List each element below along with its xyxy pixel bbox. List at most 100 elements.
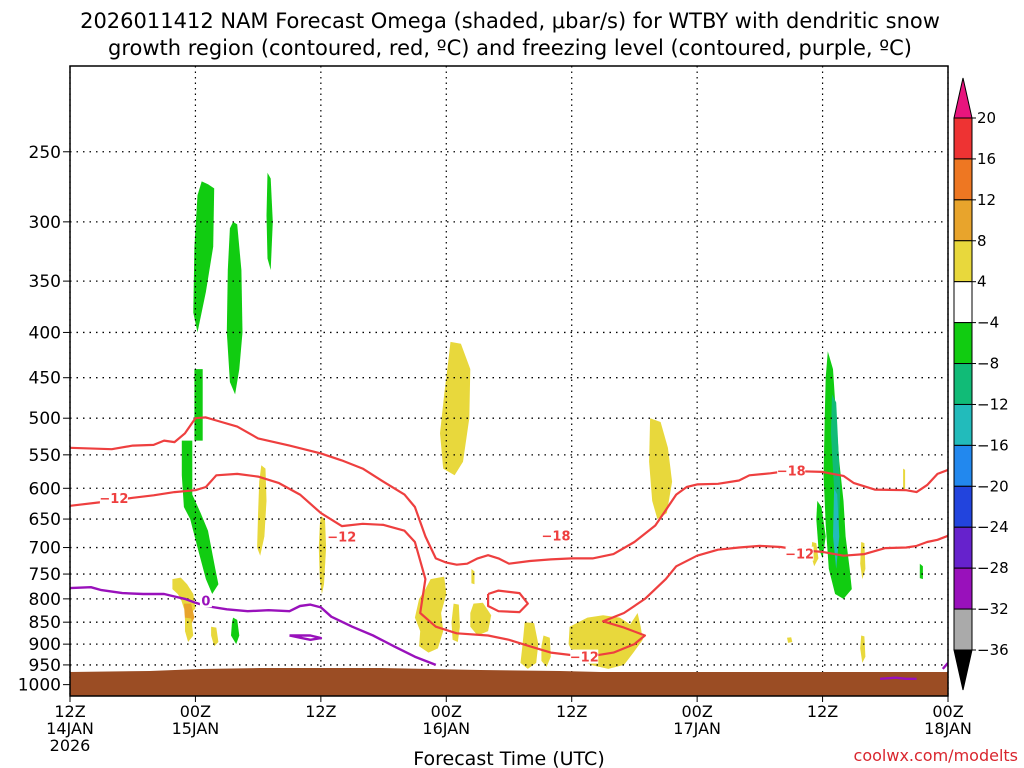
colorbar-box-8 [953, 444, 973, 487]
ytick-label-900: 900 [29, 635, 61, 655]
omega-region-4 [181, 440, 219, 594]
omega-region-14 [211, 626, 219, 647]
contour-labels: −12 −12 −18 −12 −18 −12 0 [99, 463, 814, 666]
colorbar-label-6: −8 [977, 355, 999, 373]
xtick-label-4-0: 12Z [556, 702, 587, 721]
xtick-label-1-1: 15JAN [172, 719, 220, 738]
contour-label-bg-2 [542, 528, 571, 543]
contour-label-1: −12 [327, 531, 356, 546]
colorbar-box-4 [953, 281, 973, 324]
x-axis-label: Forecast Time (UTC) [413, 748, 604, 768]
xtick-label-3-0: 00Z [431, 702, 462, 721]
colorbar-label-2: 12 [977, 191, 996, 209]
contour-label-3: −12 [570, 651, 599, 666]
colorbar-label-11: −28 [977, 559, 1009, 577]
contour-label-6: 0 [201, 594, 210, 609]
omega-region-5 [231, 617, 240, 645]
ytick-label-400: 400 [29, 323, 61, 343]
colorbar-box-1 [953, 158, 973, 201]
colorbar-box-6 [953, 363, 973, 405]
colorbar-box-9 [953, 485, 973, 528]
omega-region-20 [471, 568, 475, 585]
colorbar-label-3: 8 [977, 232, 987, 250]
omega-region-27 [860, 542, 866, 580]
freezing-level-contour [70, 586, 437, 667]
ytick-label-850: 850 [29, 613, 61, 633]
colorbar-label-8: −16 [977, 436, 1009, 454]
contour-label-4: −18 [777, 464, 806, 479]
omega-region-9 [833, 488, 840, 569]
xtick-label-5-1: 17JAN [673, 719, 721, 738]
ytick-label-550: 550 [29, 446, 61, 466]
omega-region-28 [860, 635, 866, 663]
freezing-level-edge [941, 662, 948, 670]
colorbar-box-2 [953, 199, 973, 242]
colorbar-label-10: −24 [977, 518, 1009, 536]
omega-region-8 [830, 394, 841, 537]
colorbar-box-7 [953, 403, 973, 446]
colorbar-box-10 [953, 526, 973, 569]
colorbar-box-0 [953, 117, 973, 160]
colorbar-box-12 [953, 608, 973, 651]
colorbar-label-4: 4 [977, 273, 987, 291]
ytick-label-450: 450 [29, 369, 61, 389]
colorbar-label-0: 20 [977, 109, 996, 127]
contour-label-bg-6 [199, 593, 212, 608]
contour-label-5: −12 [785, 548, 814, 563]
dgz-contour-loop [487, 589, 529, 614]
ytick-label-600: 600 [29, 479, 61, 499]
freezing-level-right [880, 676, 917, 680]
xtick-label-0-1: 14JAN [46, 719, 94, 738]
xtick-label-0-0: 12Z [54, 702, 85, 721]
colorbar-label-9: −20 [977, 477, 1009, 495]
omega-colorbar: 20 16 12 8 4 −4 −8 −12 −16 −20 −24 −28 −32 −36 [953, 77, 1009, 691]
contour-label-bg-3 [570, 649, 599, 664]
colorbar-label-12: −32 [977, 600, 1009, 618]
omega-region-17 [440, 341, 471, 476]
colorbar-label-7: −12 [977, 395, 1009, 413]
ytick-label-250: 250 [29, 143, 61, 163]
ytick-label-500: 500 [29, 409, 61, 429]
colorbar-box-5 [953, 322, 973, 365]
ytick-label-650: 650 [29, 510, 61, 530]
omega-region-29 [903, 468, 906, 492]
omega-region-1 [226, 221, 243, 395]
omega-region-21 [470, 602, 492, 636]
omega-region-13 [185, 617, 194, 642]
ytick-label-750: 750 [29, 565, 61, 585]
colorbar-label-13: −36 [977, 641, 1009, 659]
xtick-label-7-0: 00Z [932, 702, 963, 721]
xtick-label-0-2: 2026 [50, 736, 91, 755]
xtick-label-2-0: 12Z [305, 702, 336, 721]
y-axis-pressure: 2503003504004505005506006507007508008509… [18, 143, 70, 696]
ytick-label-950: 950 [29, 656, 61, 676]
chart-title-line1: 2026011412 NAM Forecast Omega (shaded, μ… [80, 9, 940, 33]
omega-region-3 [194, 369, 203, 441]
omega-region-0 [193, 181, 215, 333]
ground-top-edge [70, 668, 948, 696]
xtick-label-5-0: 00Z [681, 702, 712, 721]
omega-region-10 [919, 563, 923, 580]
plot-frame [69, 65, 949, 697]
contour-label-bg-4 [777, 463, 806, 478]
omega-region-30 [787, 637, 793, 643]
colorbar-box-11 [953, 567, 973, 610]
omega-region-25 [649, 418, 673, 520]
omega-region-2 [266, 172, 273, 270]
contour-label-0: −12 [99, 492, 128, 507]
xtick-label-3-1: 16JAN [422, 719, 470, 738]
colorbar-top-triangle [953, 77, 973, 119]
freezing-level-blob [289, 634, 323, 641]
contour-label-bg-1 [327, 529, 356, 544]
colorbar-label-1: 16 [977, 150, 996, 168]
colorbar-label-5: −4 [977, 314, 999, 332]
xtick-label-1-0: 00Z [180, 702, 211, 721]
chart-title-line2: growth region (contoured, red, ºC) and f… [108, 36, 912, 60]
colorbar-box-3 [953, 240, 973, 283]
colorbar-bottom-triangle [953, 649, 973, 691]
ytick-label-700: 700 [29, 539, 61, 559]
ytick-label-300: 300 [29, 213, 61, 233]
contour-label-bg-5 [785, 546, 814, 561]
